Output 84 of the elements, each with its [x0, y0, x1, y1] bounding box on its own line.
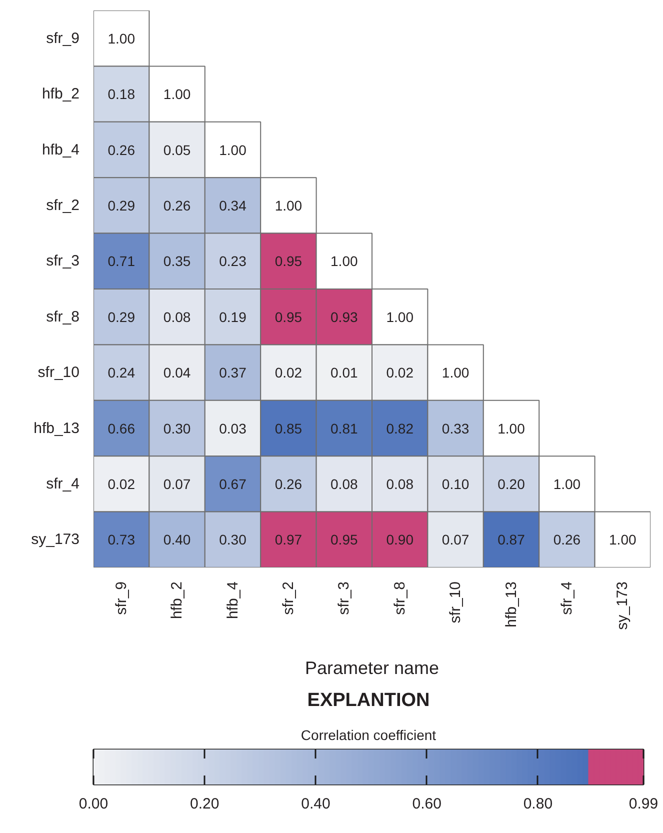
data-label: 0.82 — [386, 420, 414, 436]
data-label: 0.26 — [274, 476, 302, 492]
color-bar-label: 0.40 — [301, 796, 330, 812]
data-label: 0.93 — [330, 308, 358, 325]
data-label: 0.95 — [330, 532, 358, 548]
x-tick-label: sfr_8 — [391, 581, 408, 615]
text: 1.00 — [498, 420, 525, 436]
data-label: 0.02 — [386, 364, 414, 381]
color-bar-title: Correlation coefficient — [300, 727, 436, 743]
y-tick-label: sfr_9 — [46, 30, 80, 47]
data-label: 0.29 — [108, 197, 136, 214]
text: 1.00 — [609, 532, 636, 548]
data-label: 0.26 — [163, 197, 191, 214]
y-tick-label: sfr_10 — [38, 364, 80, 382]
data-label: 0.97 — [274, 532, 302, 548]
y-tick-label: hfb_2 — [42, 86, 80, 103]
x-tick-label: sfr_10 — [447, 581, 464, 624]
data-label: 0.71 — [108, 253, 136, 270]
text: 1.00 — [274, 197, 302, 214]
text: 1.00 — [330, 253, 358, 270]
data-label: 0.81 — [330, 420, 358, 436]
text: 1.00 — [386, 308, 414, 325]
y-tick-label: hfb_13 — [34, 420, 80, 437]
data-label: 0.23 — [219, 253, 247, 270]
data-label: 0.08 — [163, 308, 191, 325]
text: 1.00 — [219, 142, 246, 158]
data-label: 0.08 — [386, 476, 414, 492]
data-label: 0.33 — [442, 420, 470, 436]
data-label: 0.18 — [108, 86, 136, 102]
text: 1.00 — [108, 30, 135, 46]
data-label: 0.26 — [108, 142, 136, 158]
data-label: 0.40 — [163, 532, 191, 548]
data-label: 0.66 — [108, 420, 136, 436]
data-label: 0.03 — [219, 420, 247, 436]
legend-title: EXPLANTION — [307, 690, 430, 711]
text: 1.00 — [553, 476, 581, 492]
x-axis-title: Parameter name — [304, 658, 440, 678]
data-label: 0.87 — [498, 532, 526, 548]
data-label: 0.35 — [163, 253, 191, 270]
color-bar-label: 0.20 — [190, 796, 220, 812]
data-label: 0.08 — [330, 476, 358, 492]
text: 1.00 — [442, 364, 470, 381]
data-label: 0.07 — [442, 532, 470, 548]
color-bar-label: 0.80 — [523, 796, 553, 812]
text: 1.00 — [163, 86, 191, 102]
x-tick-label: hfb_2 — [168, 581, 186, 620]
x-tick-label: sfr_9 — [112, 581, 130, 615]
data-label: 0.02 — [108, 476, 136, 492]
y-tick-label: sfr_2 — [46, 196, 80, 214]
y-tick-label: sfr_4 — [46, 475, 80, 492]
y-tick-label: sy_173 — [31, 531, 80, 548]
data-label: 0.20 — [498, 476, 526, 492]
y-tick-label: hfb_4 — [42, 141, 80, 158]
data-label: 0.90 — [386, 532, 414, 548]
data-label: 0.10 — [442, 476, 470, 492]
data-label: 0.19 — [219, 308, 247, 325]
color-bar-label: 0.60 — [412, 796, 442, 812]
x-tick-label: sfr_3 — [336, 581, 353, 615]
x-tick-label: sfr_2 — [280, 581, 297, 615]
data-label: 0.26 — [553, 532, 581, 548]
color-bar-label: 0.00 — [78, 796, 108, 812]
y-tick-label: sfr_3 — [46, 252, 80, 270]
data-label: 0.24 — [108, 364, 136, 381]
data-label: 0.02 — [274, 364, 302, 381]
data-label: 0.95 — [274, 308, 302, 325]
data-label: 0.29 — [108, 308, 136, 325]
color-bar-label: 0.99 — [628, 796, 658, 812]
data-label: 0.30 — [219, 532, 247, 548]
data-label: 0.30 — [163, 420, 191, 436]
data-label: 0.85 — [274, 420, 302, 436]
data-label: 0.01 — [330, 364, 358, 381]
data-label: 0.73 — [108, 532, 136, 548]
x-tick-label: hfb_13 — [502, 581, 520, 628]
data-label: 0.04 — [163, 364, 191, 381]
data-label: 0.95 — [274, 253, 302, 270]
data-label: 0.07 — [163, 476, 191, 492]
y-tick-label: sfr_8 — [46, 308, 80, 326]
data-label: 0.05 — [163, 142, 191, 158]
data-label: 0.37 — [219, 364, 247, 381]
x-tick-label: sfr_4 — [558, 581, 576, 615]
x-tick-label: sy_173 — [614, 581, 632, 630]
data-label: 0.67 — [219, 476, 247, 492]
x-tick-label: hfb_4 — [224, 581, 242, 620]
data-label: 0.34 — [219, 197, 247, 214]
